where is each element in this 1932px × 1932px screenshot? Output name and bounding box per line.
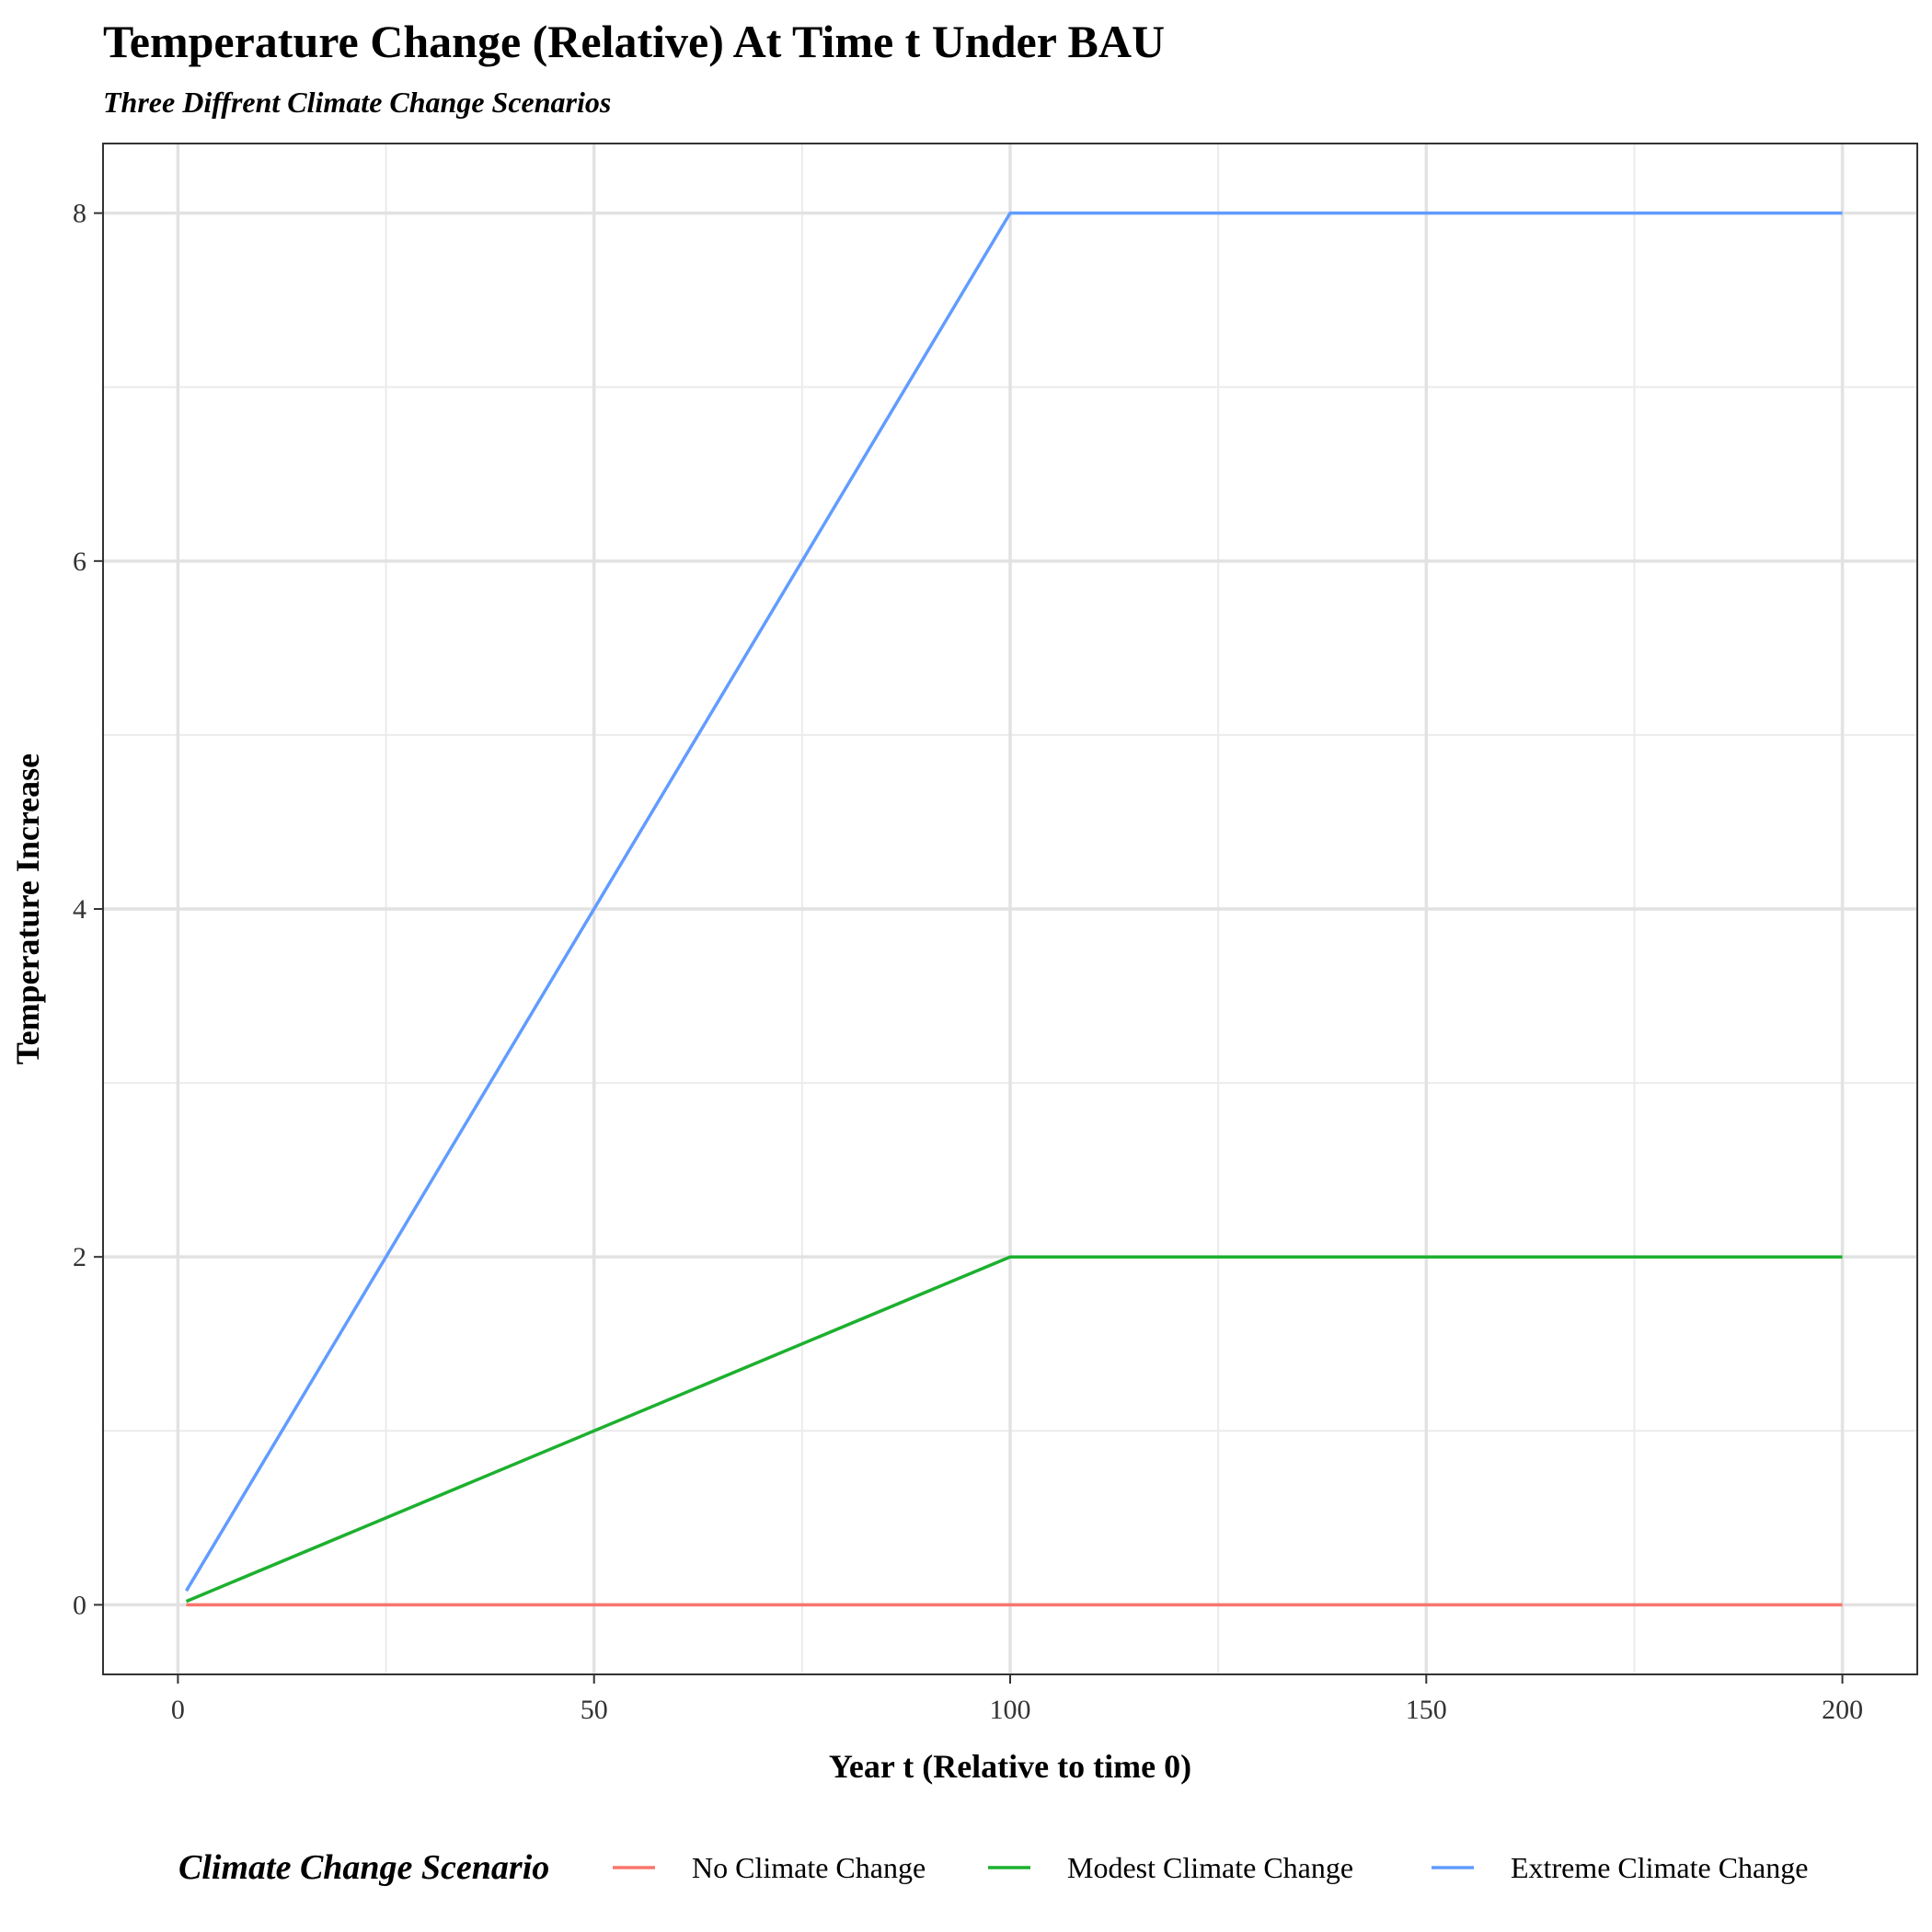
series-line-2 — [184, 211, 1843, 1593]
legend-title: Climate Change Scenario — [178, 1848, 549, 1887]
chart-subtitle: Three Diffrent Climate Change Scenarios — [103, 86, 611, 119]
legend-label: No Climate Change — [692, 1851, 926, 1884]
series-lines — [184, 211, 1843, 1607]
legend-items: No Climate Change Modest Climate Change Ex… — [613, 1851, 1808, 1884]
y-tick-label: 4 — [73, 894, 86, 925]
x-axis-ticks: 0 50 100 150 200 — [171, 1674, 1863, 1725]
legend-label: Modest Climate Change — [1067, 1851, 1353, 1884]
y-tick-label: 8 — [73, 199, 86, 229]
y-tick-label: 6 — [73, 546, 86, 577]
y-axis-ticks: 0 2 4 6 8 — [73, 199, 103, 1620]
x-tick-label: 200 — [1822, 1695, 1863, 1725]
legend: Climate Change Scenario No Climate Chang… — [178, 1848, 1808, 1887]
legend-item: Extreme Climate Change — [1432, 1851, 1808, 1884]
x-tick-label: 50 — [581, 1695, 608, 1725]
legend-item: No Climate Change — [613, 1851, 926, 1884]
y-axis-title: Temperature Increase — [9, 753, 46, 1064]
legend-item: Modest Climate Change — [988, 1851, 1353, 1884]
y-tick-label: 0 — [73, 1590, 86, 1620]
y-tick-label: 2 — [73, 1242, 86, 1272]
x-axis-title: Year t (Relative to time 0) — [829, 1748, 1191, 1785]
x-tick-label: 0 — [171, 1695, 185, 1725]
x-tick-label: 150 — [1406, 1695, 1447, 1725]
x-tick-label: 100 — [990, 1695, 1031, 1725]
series-line-1 — [185, 1255, 1843, 1604]
chart-title: Temperature Change (Relative) At Time t … — [103, 16, 1165, 67]
legend-label: Extreme Climate Change — [1511, 1851, 1808, 1884]
